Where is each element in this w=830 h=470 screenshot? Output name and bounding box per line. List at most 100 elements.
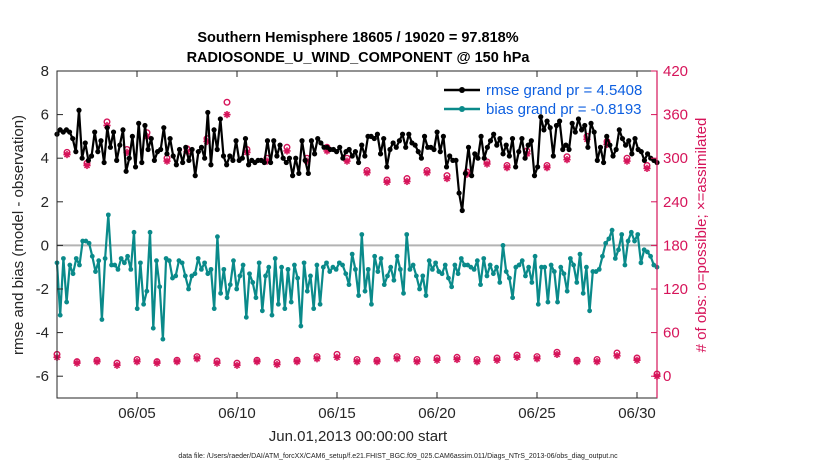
bias-point (365, 266, 371, 272)
bias-point (644, 249, 650, 255)
rmse-point (158, 146, 164, 153)
bias-point (606, 236, 612, 242)
bias-point (131, 229, 137, 235)
bias-point (388, 264, 394, 270)
rmse-point (597, 144, 604, 150)
bias-point (587, 308, 593, 314)
rmse-point (220, 153, 227, 159)
obs-possible-point (623, 154, 631, 162)
bias-point (648, 253, 653, 259)
bias-point (352, 266, 358, 272)
bias-point (96, 258, 102, 264)
bias-point (308, 273, 313, 279)
obs-possible-point (613, 349, 621, 357)
rmse-point (399, 131, 406, 137)
bias-point (118, 256, 124, 261)
bias-point (385, 273, 390, 279)
rmse-point (70, 135, 76, 142)
obs-possible-point (353, 355, 361, 363)
bias-point (609, 227, 615, 233)
obs-possible-point (233, 359, 241, 367)
obs-possible-point (533, 353, 541, 361)
rmse-point (494, 142, 500, 148)
y-right-tick-label: 60 (663, 325, 680, 342)
rmse-point (484, 144, 490, 150)
rmse-point (107, 144, 114, 150)
bias-point (628, 229, 634, 235)
rmse-point (76, 107, 82, 113)
obs-possible-point (553, 348, 561, 356)
rmse-point (104, 125, 110, 131)
obs-possible-point (563, 153, 571, 161)
rmse-point (421, 133, 428, 139)
y-left-tick-label: 8 (41, 63, 49, 80)
bias-point (433, 260, 439, 266)
obs-possible-point (473, 355, 481, 363)
obs-possible-point (493, 354, 501, 362)
bias-point (420, 273, 426, 279)
bias-point (150, 325, 156, 331)
bias-point (247, 271, 252, 277)
legend-bias-marker (459, 106, 465, 112)
rmse-point (359, 142, 365, 148)
bias-point (250, 280, 256, 285)
obs-possible-point (213, 357, 221, 365)
rmse-point (390, 140, 396, 146)
rmse-point (274, 153, 280, 159)
y-right-tick-label: 120 (663, 281, 688, 298)
bias-point (369, 301, 374, 307)
bias-point (295, 275, 301, 281)
rmse-point (431, 146, 437, 153)
rmse-point (340, 155, 346, 161)
rmse-point (506, 153, 512, 159)
bias-point (57, 312, 63, 318)
rmse-point (180, 159, 186, 166)
bias-point (356, 293, 362, 298)
rmse-point (211, 127, 217, 133)
rmse-point (352, 149, 359, 155)
rmse-point (123, 168, 129, 174)
chart-title-line2: RADIOSONDE_U_WIND_COMPONENT @ 150 hPa (187, 50, 531, 66)
bias-point (192, 271, 198, 277)
bias-point (584, 264, 589, 270)
rmse-point (117, 142, 123, 148)
bias-point (622, 262, 628, 268)
bias-point (128, 266, 134, 272)
rmse-point (192, 173, 198, 179)
y-left-tick-label: -6 (36, 368, 49, 385)
bias-point (481, 256, 487, 261)
rmse-point (591, 129, 597, 135)
bias-point (266, 264, 272, 270)
rmse-point (198, 144, 205, 150)
rmse-point (148, 135, 154, 142)
rmse-point (101, 159, 107, 166)
bias-point (442, 262, 448, 268)
bias-point (564, 288, 570, 294)
rmse-point (242, 135, 249, 142)
bias-point (375, 269, 381, 274)
rmse-point (268, 159, 274, 166)
rmse-point (305, 170, 311, 177)
bias-point (231, 258, 236, 264)
bias-point (275, 301, 281, 307)
rmse-point (277, 142, 283, 148)
bias-point (510, 295, 516, 301)
rmse-point (308, 138, 315, 144)
rmse-point (387, 146, 393, 153)
rmse-point (139, 159, 145, 166)
rmse-point (513, 164, 519, 170)
plot-background (57, 71, 657, 398)
bias-point (401, 290, 406, 296)
rmse-point (371, 135, 377, 142)
obs-possible-point (193, 353, 201, 361)
bias-point (324, 260, 329, 266)
obs-possible-point (333, 350, 341, 358)
rmse-point (227, 153, 233, 159)
rmse-point (384, 164, 390, 170)
rmse-point (173, 162, 179, 168)
bias-point (571, 262, 576, 268)
bias-point (558, 264, 564, 270)
bias-point (112, 262, 118, 268)
bias-point (224, 295, 230, 301)
y-left-tick-label: 6 (41, 107, 49, 124)
